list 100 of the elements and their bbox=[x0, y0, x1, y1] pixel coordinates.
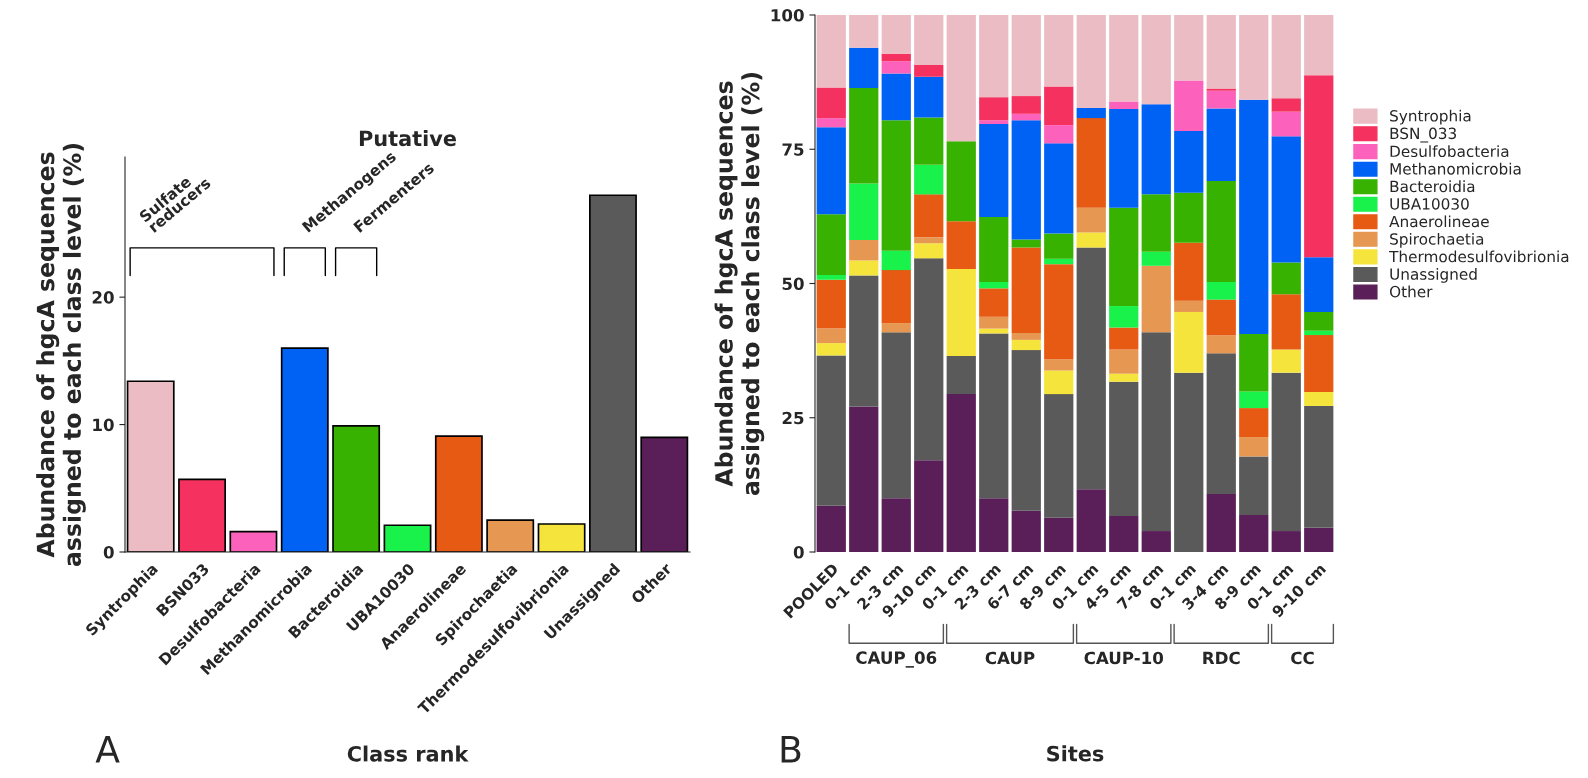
bar bbox=[1011, 247, 1041, 333]
bar bbox=[1174, 15, 1204, 81]
bar bbox=[1109, 108, 1139, 208]
bar bbox=[881, 250, 911, 271]
bar bbox=[1076, 232, 1106, 248]
bar bbox=[849, 260, 879, 276]
bar bbox=[1206, 353, 1236, 494]
text: CAUP_06 bbox=[856, 651, 937, 668]
y-tick-label: 50 bbox=[782, 277, 804, 291]
bar bbox=[1109, 373, 1139, 382]
bar bbox=[1044, 370, 1074, 395]
x-axis-title: Sites bbox=[1047, 745, 1104, 762]
bar bbox=[1271, 531, 1301, 552]
bar bbox=[1011, 239, 1041, 248]
bar bbox=[1141, 332, 1171, 532]
bar bbox=[280, 347, 329, 552]
bar bbox=[1304, 311, 1334, 331]
bar bbox=[979, 281, 1009, 289]
bar bbox=[1109, 306, 1139, 328]
chart-title: Putative bbox=[359, 130, 456, 147]
bar bbox=[849, 88, 879, 184]
bar bbox=[1304, 15, 1334, 76]
bar bbox=[914, 117, 944, 165]
bar bbox=[1304, 75, 1334, 258]
bar bbox=[1206, 15, 1236, 89]
bar bbox=[946, 15, 976, 142]
text: CAUP-10 bbox=[1084, 651, 1164, 665]
bar bbox=[979, 120, 1009, 125]
bar bbox=[1044, 86, 1074, 126]
bar bbox=[946, 141, 976, 222]
bar bbox=[1109, 327, 1139, 350]
bar bbox=[849, 240, 879, 261]
bar bbox=[881, 15, 911, 54]
bar bbox=[589, 194, 637, 552]
bar bbox=[1271, 294, 1301, 350]
bar bbox=[881, 498, 911, 552]
bar bbox=[1239, 408, 1269, 438]
bar bbox=[849, 183, 879, 240]
y-axis-title: Abundance of hgcA sequences assigned to each class level (%) bbox=[36, 143, 86, 567]
text: B bbox=[781, 736, 801, 763]
y-tick-label: 25 bbox=[782, 411, 804, 425]
bar bbox=[816, 118, 846, 128]
bar bbox=[1141, 15, 1171, 105]
bar bbox=[1044, 143, 1074, 234]
bar bbox=[1271, 349, 1301, 373]
bar bbox=[914, 243, 944, 259]
bar bbox=[914, 76, 944, 118]
bar bbox=[1011, 120, 1041, 240]
bar bbox=[1109, 15, 1139, 102]
bar bbox=[1304, 257, 1334, 312]
bar bbox=[1011, 339, 1041, 351]
y-axis-title: Abundance of hgcA sequences assigned to each class level (%) bbox=[714, 72, 765, 496]
bar bbox=[816, 505, 846, 552]
legend-label: Desulfobacteria bbox=[1390, 145, 1509, 158]
bar bbox=[816, 355, 846, 506]
text: CAUP bbox=[985, 651, 1035, 665]
legend-label: Bacteroidia bbox=[1390, 180, 1475, 193]
bar bbox=[849, 15, 879, 48]
bar bbox=[881, 73, 911, 121]
bar bbox=[881, 61, 911, 74]
bar bbox=[1011, 96, 1041, 114]
bar bbox=[1109, 349, 1139, 374]
bar bbox=[1044, 125, 1074, 144]
y-tick-label: 0 bbox=[103, 545, 114, 559]
bar bbox=[1174, 80, 1204, 131]
bar bbox=[1271, 136, 1301, 263]
bar bbox=[1271, 15, 1301, 99]
bar bbox=[1304, 527, 1334, 552]
bar bbox=[1239, 333, 1269, 392]
text: RDC bbox=[1203, 651, 1240, 665]
bar bbox=[1271, 372, 1301, 532]
bar bbox=[1206, 494, 1236, 552]
bar bbox=[914, 258, 944, 461]
bar bbox=[914, 64, 944, 77]
legend-label: UBA10030 bbox=[1390, 198, 1469, 210]
bar bbox=[881, 323, 911, 333]
bar bbox=[816, 87, 846, 119]
legend-label: Thermodesulfovibrionia bbox=[1389, 250, 1569, 263]
bar bbox=[849, 406, 879, 552]
x-axis-title: Class rank bbox=[347, 745, 469, 762]
bar bbox=[1044, 233, 1074, 259]
bar bbox=[1239, 99, 1269, 334]
bar bbox=[881, 332, 911, 499]
bar bbox=[914, 460, 944, 552]
bar bbox=[1076, 15, 1106, 108]
y-tick-label: 75 bbox=[782, 143, 804, 156]
bar bbox=[1239, 514, 1269, 552]
bar bbox=[979, 288, 1009, 317]
bar bbox=[229, 530, 278, 552]
legend-label: Other bbox=[1389, 285, 1433, 298]
bar bbox=[816, 274, 846, 280]
text: A bbox=[95, 736, 120, 763]
bar bbox=[1304, 330, 1334, 336]
bar bbox=[1174, 372, 1204, 552]
bar bbox=[1141, 531, 1171, 552]
bar bbox=[1011, 15, 1041, 97]
bar bbox=[1044, 517, 1074, 552]
bar bbox=[914, 15, 944, 65]
bar bbox=[1239, 437, 1269, 457]
bar bbox=[1141, 251, 1171, 266]
